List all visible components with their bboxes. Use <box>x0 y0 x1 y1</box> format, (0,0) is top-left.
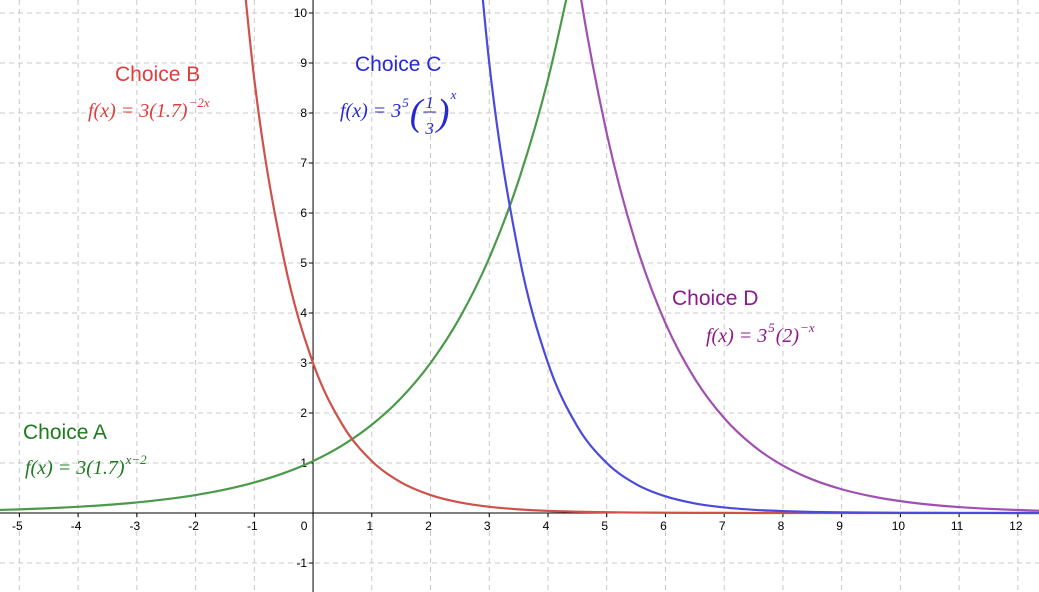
x-tick-label: 2 <box>425 519 432 533</box>
x-tick-label: 1 <box>366 519 373 533</box>
formula-part: x <box>450 87 457 102</box>
y-tick-label: 1 <box>300 456 307 470</box>
y-tick-label: 2 <box>300 406 307 420</box>
y-tick-label: 9 <box>300 56 307 70</box>
curve <box>0 0 568 512</box>
x-tick-label: 9 <box>836 519 843 533</box>
choice-title: Choice D <box>672 287 758 310</box>
formula-part: f(x) = 3(1.7) <box>25 457 125 479</box>
formula-part: f(x) = 3(1.7) <box>88 100 188 122</box>
x-tick-label: 7 <box>719 519 726 533</box>
formula-part: 5 <box>768 320 775 335</box>
formula-part: 1 <box>425 93 434 112</box>
curve <box>481 0 1039 515</box>
formula-part: −x <box>800 320 815 335</box>
y-tick-label: 7 <box>300 156 307 170</box>
x-tick-label: -2 <box>188 519 199 533</box>
y-tick-label: 8 <box>300 106 307 120</box>
y-tick-label: 6 <box>300 206 307 220</box>
x-tick-label: 11 <box>951 519 964 533</box>
x-tick-label: 5 <box>601 519 608 533</box>
x-tick-label: -5 <box>12 519 23 533</box>
formula-part: 5 <box>402 95 409 110</box>
x-tick-label: -1 <box>247 519 258 533</box>
curve <box>244 0 1039 515</box>
x-tick-label: -4 <box>71 519 82 533</box>
formula-part: 3 <box>424 119 434 138</box>
formula-part: −2x <box>189 95 210 110</box>
formula-part: f(x) = 3 <box>706 325 767 347</box>
y-tick-label: -1 <box>296 556 307 570</box>
choice-title: Choice A <box>23 421 107 444</box>
formula-part: x−2 <box>125 452 148 467</box>
curves <box>0 0 1039 515</box>
x-tick-label: 4 <box>543 519 550 533</box>
choice-title: Choice B <box>115 63 200 86</box>
formula-part: f(x) = 3 <box>340 100 401 122</box>
y-tick-label: 10 <box>294 6 308 20</box>
formula-part: (2) <box>776 325 800 347</box>
x-tick-label: -3 <box>130 519 141 533</box>
x-tick-label: 8 <box>778 519 785 533</box>
y-tick-label: 4 <box>300 306 307 320</box>
formula-part: ) <box>435 92 450 134</box>
curve <box>580 0 1039 512</box>
formula-part: ( <box>410 92 425 134</box>
x-tick-label: 0 <box>301 519 308 533</box>
x-tick-label: 3 <box>484 519 491 533</box>
y-tick-label: 3 <box>300 356 307 370</box>
choice-title: Choice C <box>355 53 441 76</box>
x-tick-label: 12 <box>1009 519 1023 533</box>
y-tick-label: 5 <box>300 256 307 270</box>
x-tick-label: 10 <box>892 519 906 533</box>
x-tick-label: 6 <box>660 519 667 533</box>
